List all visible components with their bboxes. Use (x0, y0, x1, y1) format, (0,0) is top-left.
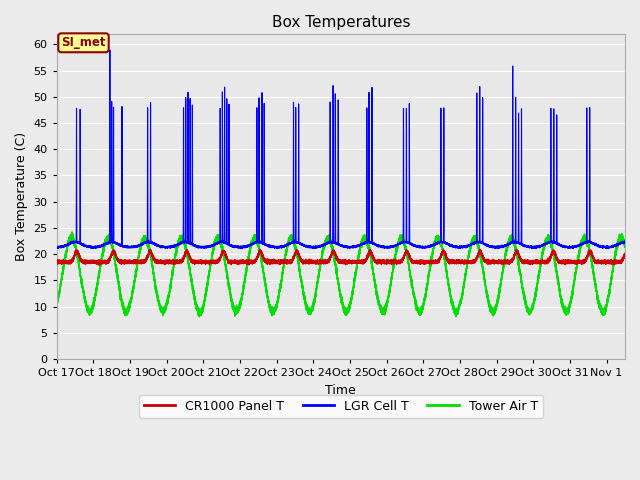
CR1000 Panel T (586, 250, 593, 255)
CR1000 Panel T (54, 258, 62, 264)
CR1000 Panel T (188, 257, 195, 263)
LGR Cell T (157, 243, 164, 249)
CR1000 Panel T (95, 262, 102, 268)
CR1000 Panel T (103, 260, 111, 266)
LGR Cell T (188, 240, 195, 246)
LGR Cell T (621, 239, 628, 245)
LGR Cell T (106, 47, 114, 53)
Line: Tower Air T: Tower Air T (57, 232, 625, 317)
LGR Cell T (53, 245, 61, 251)
X-axis label: Time: Time (325, 384, 356, 396)
Tower Air T (586, 247, 593, 252)
LGR Cell T (54, 244, 62, 250)
LGR Cell T (239, 245, 247, 251)
Tower Air T (157, 305, 164, 311)
Tower Air T (103, 239, 111, 245)
CR1000 Panel T (239, 259, 247, 264)
Tower Air T (54, 292, 62, 298)
CR1000 Panel T (476, 247, 484, 252)
CR1000 Panel T (621, 251, 628, 257)
CR1000 Panel T (53, 260, 61, 266)
LGR Cell T (586, 240, 593, 245)
Tower Air T (68, 229, 76, 235)
Line: CR1000 Panel T: CR1000 Panel T (57, 250, 625, 265)
Line: LGR Cell T: LGR Cell T (57, 50, 625, 249)
CR1000 Panel T (157, 259, 164, 264)
Text: SI_met: SI_met (61, 36, 106, 49)
Tower Air T (53, 300, 61, 306)
LGR Cell T (529, 246, 536, 252)
Legend: CR1000 Panel T, LGR Cell T, Tower Air T: CR1000 Panel T, LGR Cell T, Tower Air T (139, 395, 543, 418)
Tower Air T (195, 314, 203, 320)
Y-axis label: Box Temperature (C): Box Temperature (C) (15, 132, 28, 261)
Title: Box Temperatures: Box Temperatures (271, 15, 410, 30)
Tower Air T (621, 243, 628, 249)
LGR Cell T (103, 240, 111, 246)
Tower Air T (239, 288, 247, 294)
Tower Air T (188, 274, 195, 280)
